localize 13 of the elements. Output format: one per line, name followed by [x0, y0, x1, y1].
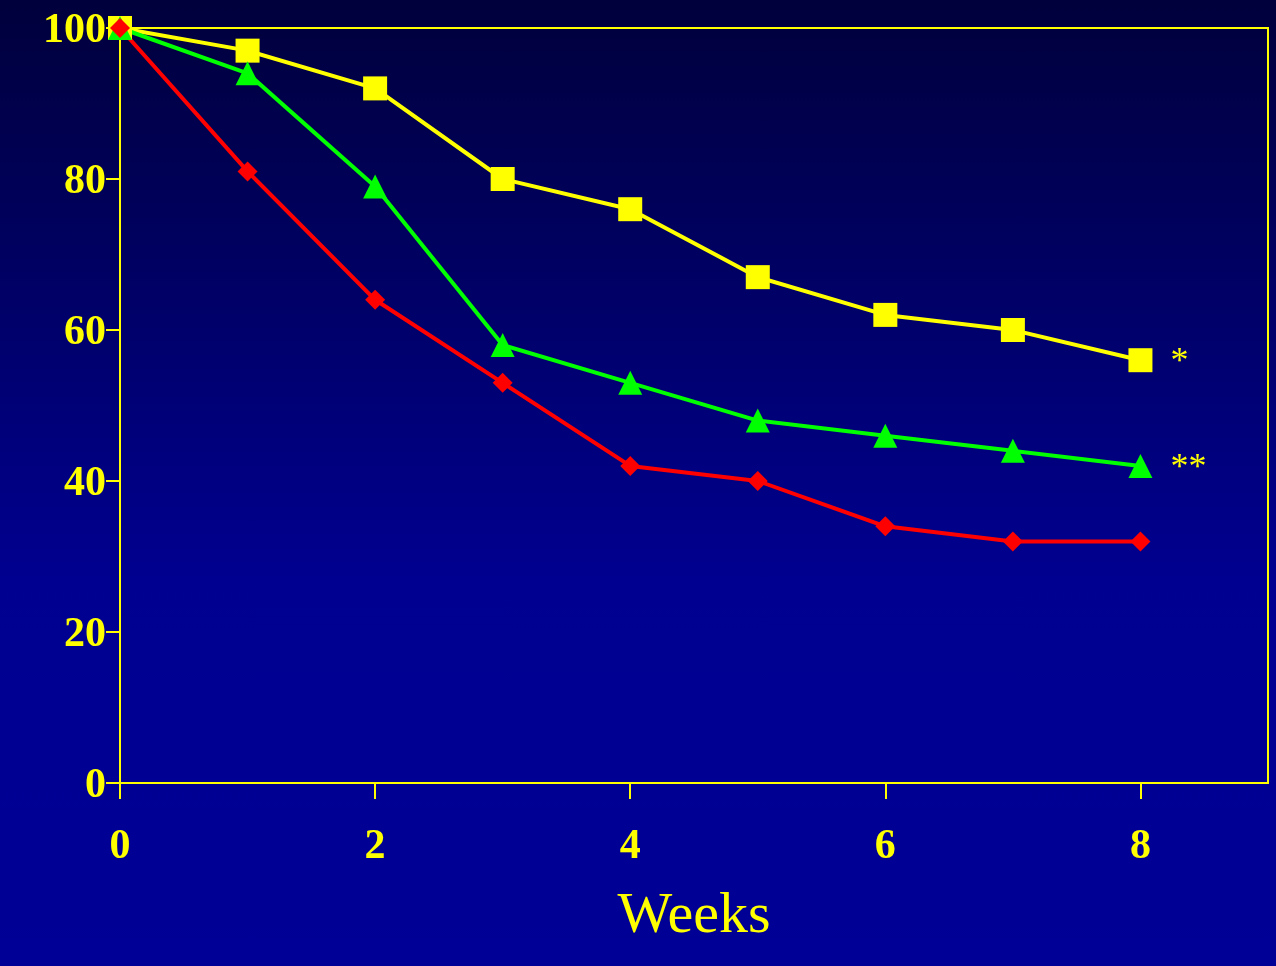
x-axis-title: Weeks: [617, 879, 771, 945]
y-tick-label: 20: [64, 609, 106, 655]
y-tick-label: 40: [64, 458, 106, 504]
annotation: *: [1170, 340, 1189, 381]
x-tick-label: 6: [874, 821, 896, 867]
y-tick-label: 0: [85, 760, 106, 806]
annotation: **: [1170, 445, 1207, 486]
y-tick-label: 80: [64, 156, 106, 202]
x-tick-label: 8: [1129, 821, 1151, 867]
x-tick-label: 2: [364, 821, 386, 867]
x-tick-label: 4: [619, 821, 641, 867]
y-tick-label: 60: [64, 307, 106, 353]
y-tick-label: 100: [43, 5, 106, 51]
